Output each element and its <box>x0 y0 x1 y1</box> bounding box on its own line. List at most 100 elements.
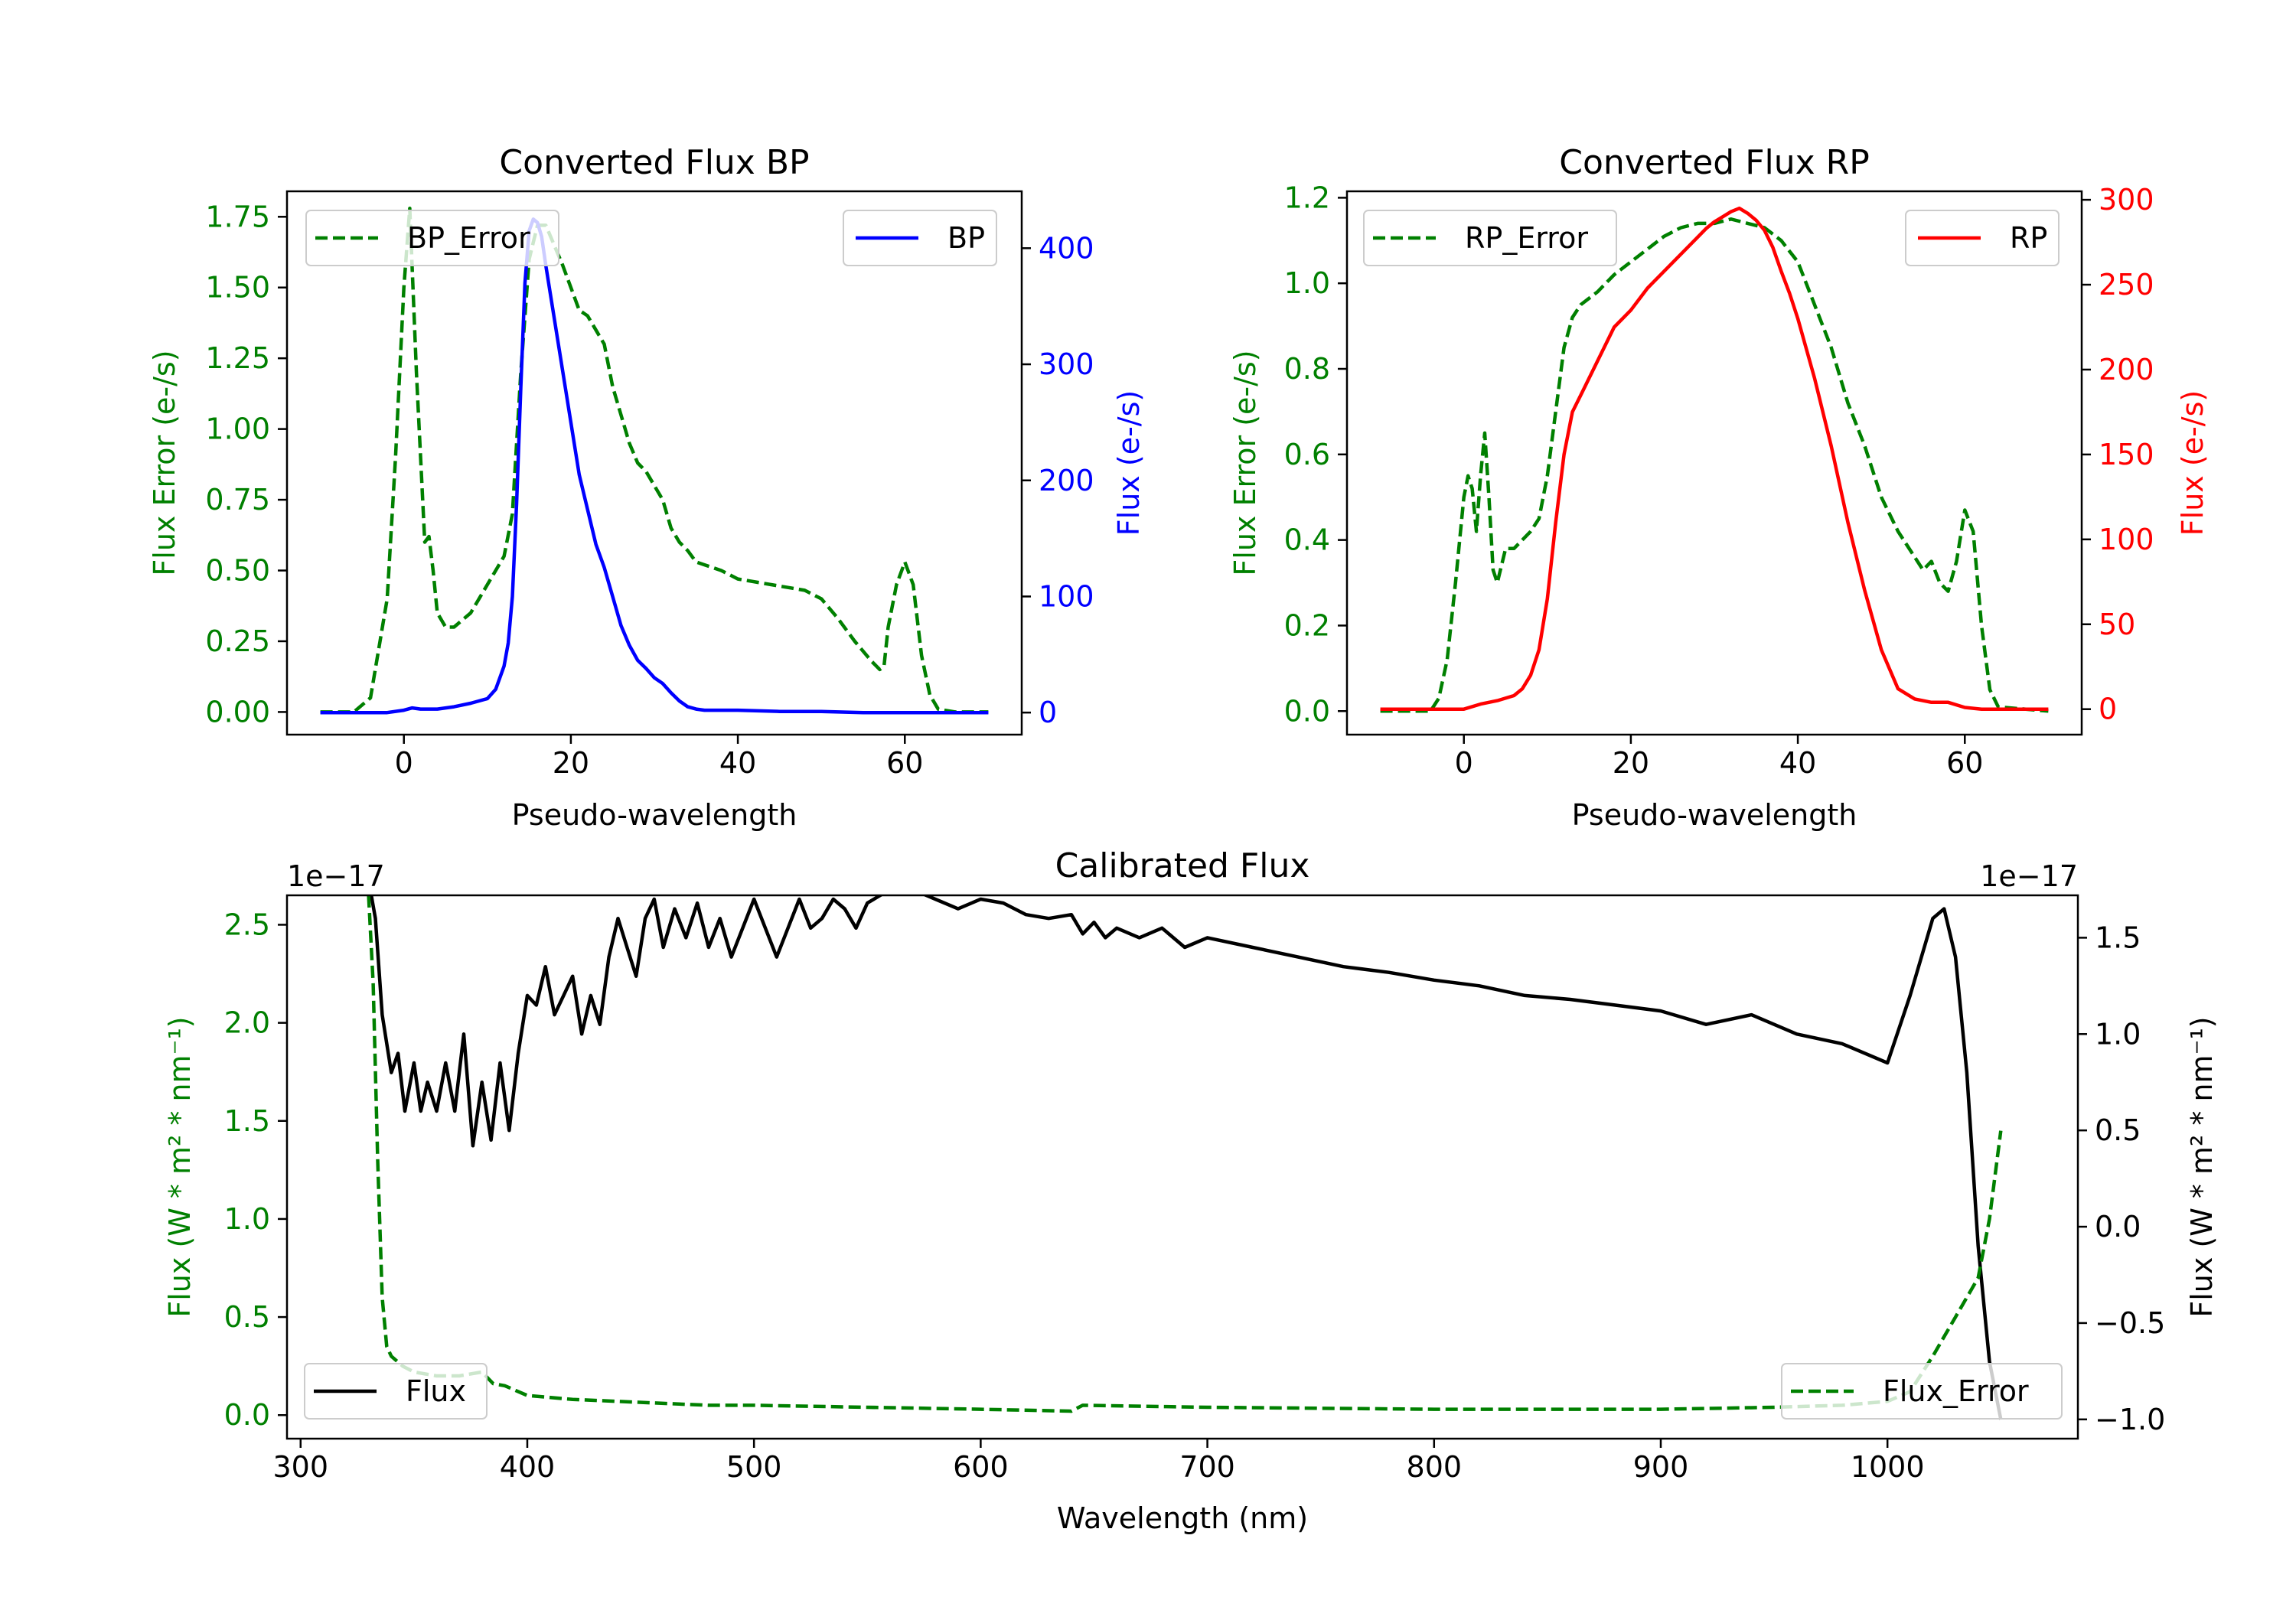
rp-ytick-left-label: 0.4 <box>1284 523 1330 557</box>
cal-legend-flux-label: Flux <box>406 1374 466 1408</box>
cal-ytick-right-label: −0.5 <box>2095 1306 2165 1340</box>
cal-xtick-label: 600 <box>953 1450 1009 1484</box>
bp-legend-error-label: BP_Error <box>407 221 530 255</box>
bp-ytick-left-label: 0.50 <box>205 554 270 588</box>
cal-ytick-left-label: 2.0 <box>224 1006 270 1040</box>
rp-series-line-rp <box>1380 206 2049 711</box>
cal-offset-right: 1e−17 <box>1980 859 2078 893</box>
bp-legend-left: BP_Error <box>305 210 559 266</box>
bp-xtick-label: 60 <box>886 746 923 780</box>
cal-xtick-label: 1000 <box>1851 1450 1925 1484</box>
bp-legend-flux-label: BP <box>947 221 985 255</box>
bp-legend-right: BP <box>843 210 997 266</box>
cal-xtick-label: 900 <box>1633 1450 1689 1484</box>
rp-legend-left: RP_Error <box>1363 210 1617 266</box>
bp-title: Converted Flux BP <box>499 143 809 182</box>
rp-ytick-right-label: 50 <box>2099 608 2135 641</box>
rp-ytick-left-label: 1.2 <box>1284 181 1330 214</box>
rp-ytick-left-label: 0.2 <box>1284 608 1330 642</box>
rp-legend-error-label: RP_Error <box>1465 221 1588 255</box>
cal-ytick-left-label: 0.0 <box>224 1398 270 1432</box>
bp-xtick-label: 0 <box>395 746 413 780</box>
rp-ytick-right-label: 0 <box>2099 693 2117 726</box>
rp-ytick-right-label: 100 <box>2099 523 2154 556</box>
rp-axes-frame <box>1345 190 2083 736</box>
rp-ytick-left-label: 1.0 <box>1284 266 1330 300</box>
rp-xtick-label: 0 <box>1455 746 1473 780</box>
cal-xtick-label: 800 <box>1407 1450 1463 1484</box>
cal-ytick-left-label: 0.5 <box>224 1300 270 1334</box>
cal-ytick-left-label: 1.5 <box>224 1104 270 1138</box>
rp-ytick-left-label: 0.8 <box>1284 352 1330 386</box>
bp-xtick-label: 20 <box>553 746 589 780</box>
cal-ylabel-right: Flux (W * m² * nm⁻¹) <box>2185 1016 2219 1317</box>
bp-legend-left-box <box>305 210 559 266</box>
rp-ytick-left-label: 0.6 <box>1284 438 1330 471</box>
rp-ylabel-right: Flux (e-/s) <box>2176 390 2210 536</box>
cal-legend-left-box <box>304 1363 488 1420</box>
bp-legend-right-box <box>843 210 997 266</box>
cal-legend-left: Flux <box>304 1363 488 1420</box>
cal-ylabel-left: Flux (W * m² * nm⁻¹) <box>163 1016 197 1317</box>
cal-offset-left: 1e−17 <box>287 859 385 893</box>
rp-ytick-right-label: 150 <box>2099 438 2154 471</box>
bp-ytick-left-label: 0.75 <box>205 483 270 517</box>
cal-legend-right-box <box>1781 1363 2063 1420</box>
cal-ticks: 300 400 500 600 700 800 900 1000 0.0 0.5 1.0 1.5 2.0… <box>224 908 2166 1484</box>
rp-ylabel-left: Flux Error (e-/s) <box>1228 350 1262 575</box>
bp-ytick-left-label: 0.25 <box>205 624 270 658</box>
rp-panel: Converted Flux RP 0 20 40 60 0.0 0.2 0.4 0.6 0.8… <box>1228 143 2210 832</box>
rp-xtick-label: 40 <box>1779 746 1816 780</box>
rp-legend-right-box <box>1905 210 2060 266</box>
cal-xtick-label: 700 <box>1179 1450 1235 1484</box>
cal-ytick-left-label: 1.0 <box>224 1202 270 1236</box>
cal-xtick-label: 500 <box>726 1450 782 1484</box>
bp-ylabel-left: Flux Error (e-/s) <box>148 350 181 575</box>
rp-series-layer <box>1380 206 2049 713</box>
bp-ticks: 0 20 40 60 0.00 0.25 0.50 0.75 1.00 1.25 1.50 1.75 0… <box>205 200 1094 780</box>
bp-series-line-bp-error <box>320 206 989 714</box>
bp-ytick-left-label: 1.50 <box>205 271 270 305</box>
cal-legend-error-label: Flux_Error <box>1883 1374 2029 1408</box>
rp-legend-left-box <box>1363 210 1617 266</box>
cal-ytick-left-label: 2.5 <box>224 908 270 941</box>
bp-ytick-right-label: 0 <box>1039 696 1057 729</box>
bp-ytick-right-label: 300 <box>1039 347 1094 381</box>
rp-series-line-rp-error <box>1380 217 2049 713</box>
rp-ytick-right-label: 200 <box>2099 353 2154 386</box>
rp-ytick-right-label: 300 <box>2099 183 2154 217</box>
rp-xlabel: Pseudo-wavelength <box>1572 798 1857 832</box>
bp-panel: Converted Flux BP 0 20 40 60 0.00 0.25 0.50 0.7… <box>148 143 1146 832</box>
bp-series-layer <box>320 206 989 715</box>
bp-ytick-left-label: 1.00 <box>205 412 270 446</box>
cal-xlabel: Wavelength (nm) <box>1057 1501 1308 1535</box>
bp-ytick-right-label: 100 <box>1039 579 1094 613</box>
calibrated-panel: Calibrated Flux 1e−17 1e−17 300 400 500 600… <box>163 846 2219 1535</box>
rp-legend-right: RP <box>1905 210 2060 266</box>
rp-title: Converted Flux RP <box>1559 143 1870 182</box>
cal-xtick-label: 400 <box>500 1450 556 1484</box>
cal-series-line-flux <box>369 895 2003 1420</box>
bp-ytick-right-label: 400 <box>1039 231 1094 265</box>
bp-xtick-label: 40 <box>719 746 756 780</box>
rp-ytick-left-label: 0.0 <box>1284 694 1330 728</box>
cal-ytick-right-label: 1.5 <box>2095 921 2141 954</box>
rp-xtick-label: 60 <box>1946 746 1983 780</box>
bp-xlabel: Pseudo-wavelength <box>512 798 797 832</box>
bp-series-line-bp <box>320 217 989 715</box>
bp-ytick-left-label: 1.75 <box>205 200 270 233</box>
bp-ytick-left-label: 0.00 <box>205 695 270 729</box>
bp-axes-frame <box>285 190 1023 736</box>
cal-ytick-right-label: 0.0 <box>2095 1210 2141 1244</box>
bp-ylabel-right: Flux (e-/s) <box>1112 390 1146 536</box>
bp-ytick-left-label: 1.25 <box>205 341 270 375</box>
bp-ytick-right-label: 200 <box>1039 464 1094 497</box>
rp-xtick-label: 20 <box>1613 746 1649 780</box>
cal-ytick-right-label: 1.0 <box>2095 1017 2141 1051</box>
cal-ytick-right-label: −1.0 <box>2095 1403 2165 1436</box>
cal-axes-frame <box>285 894 2079 1440</box>
rp-ytick-right-label: 250 <box>2099 268 2154 302</box>
cal-ytick-right-label: 0.5 <box>2095 1113 2141 1147</box>
